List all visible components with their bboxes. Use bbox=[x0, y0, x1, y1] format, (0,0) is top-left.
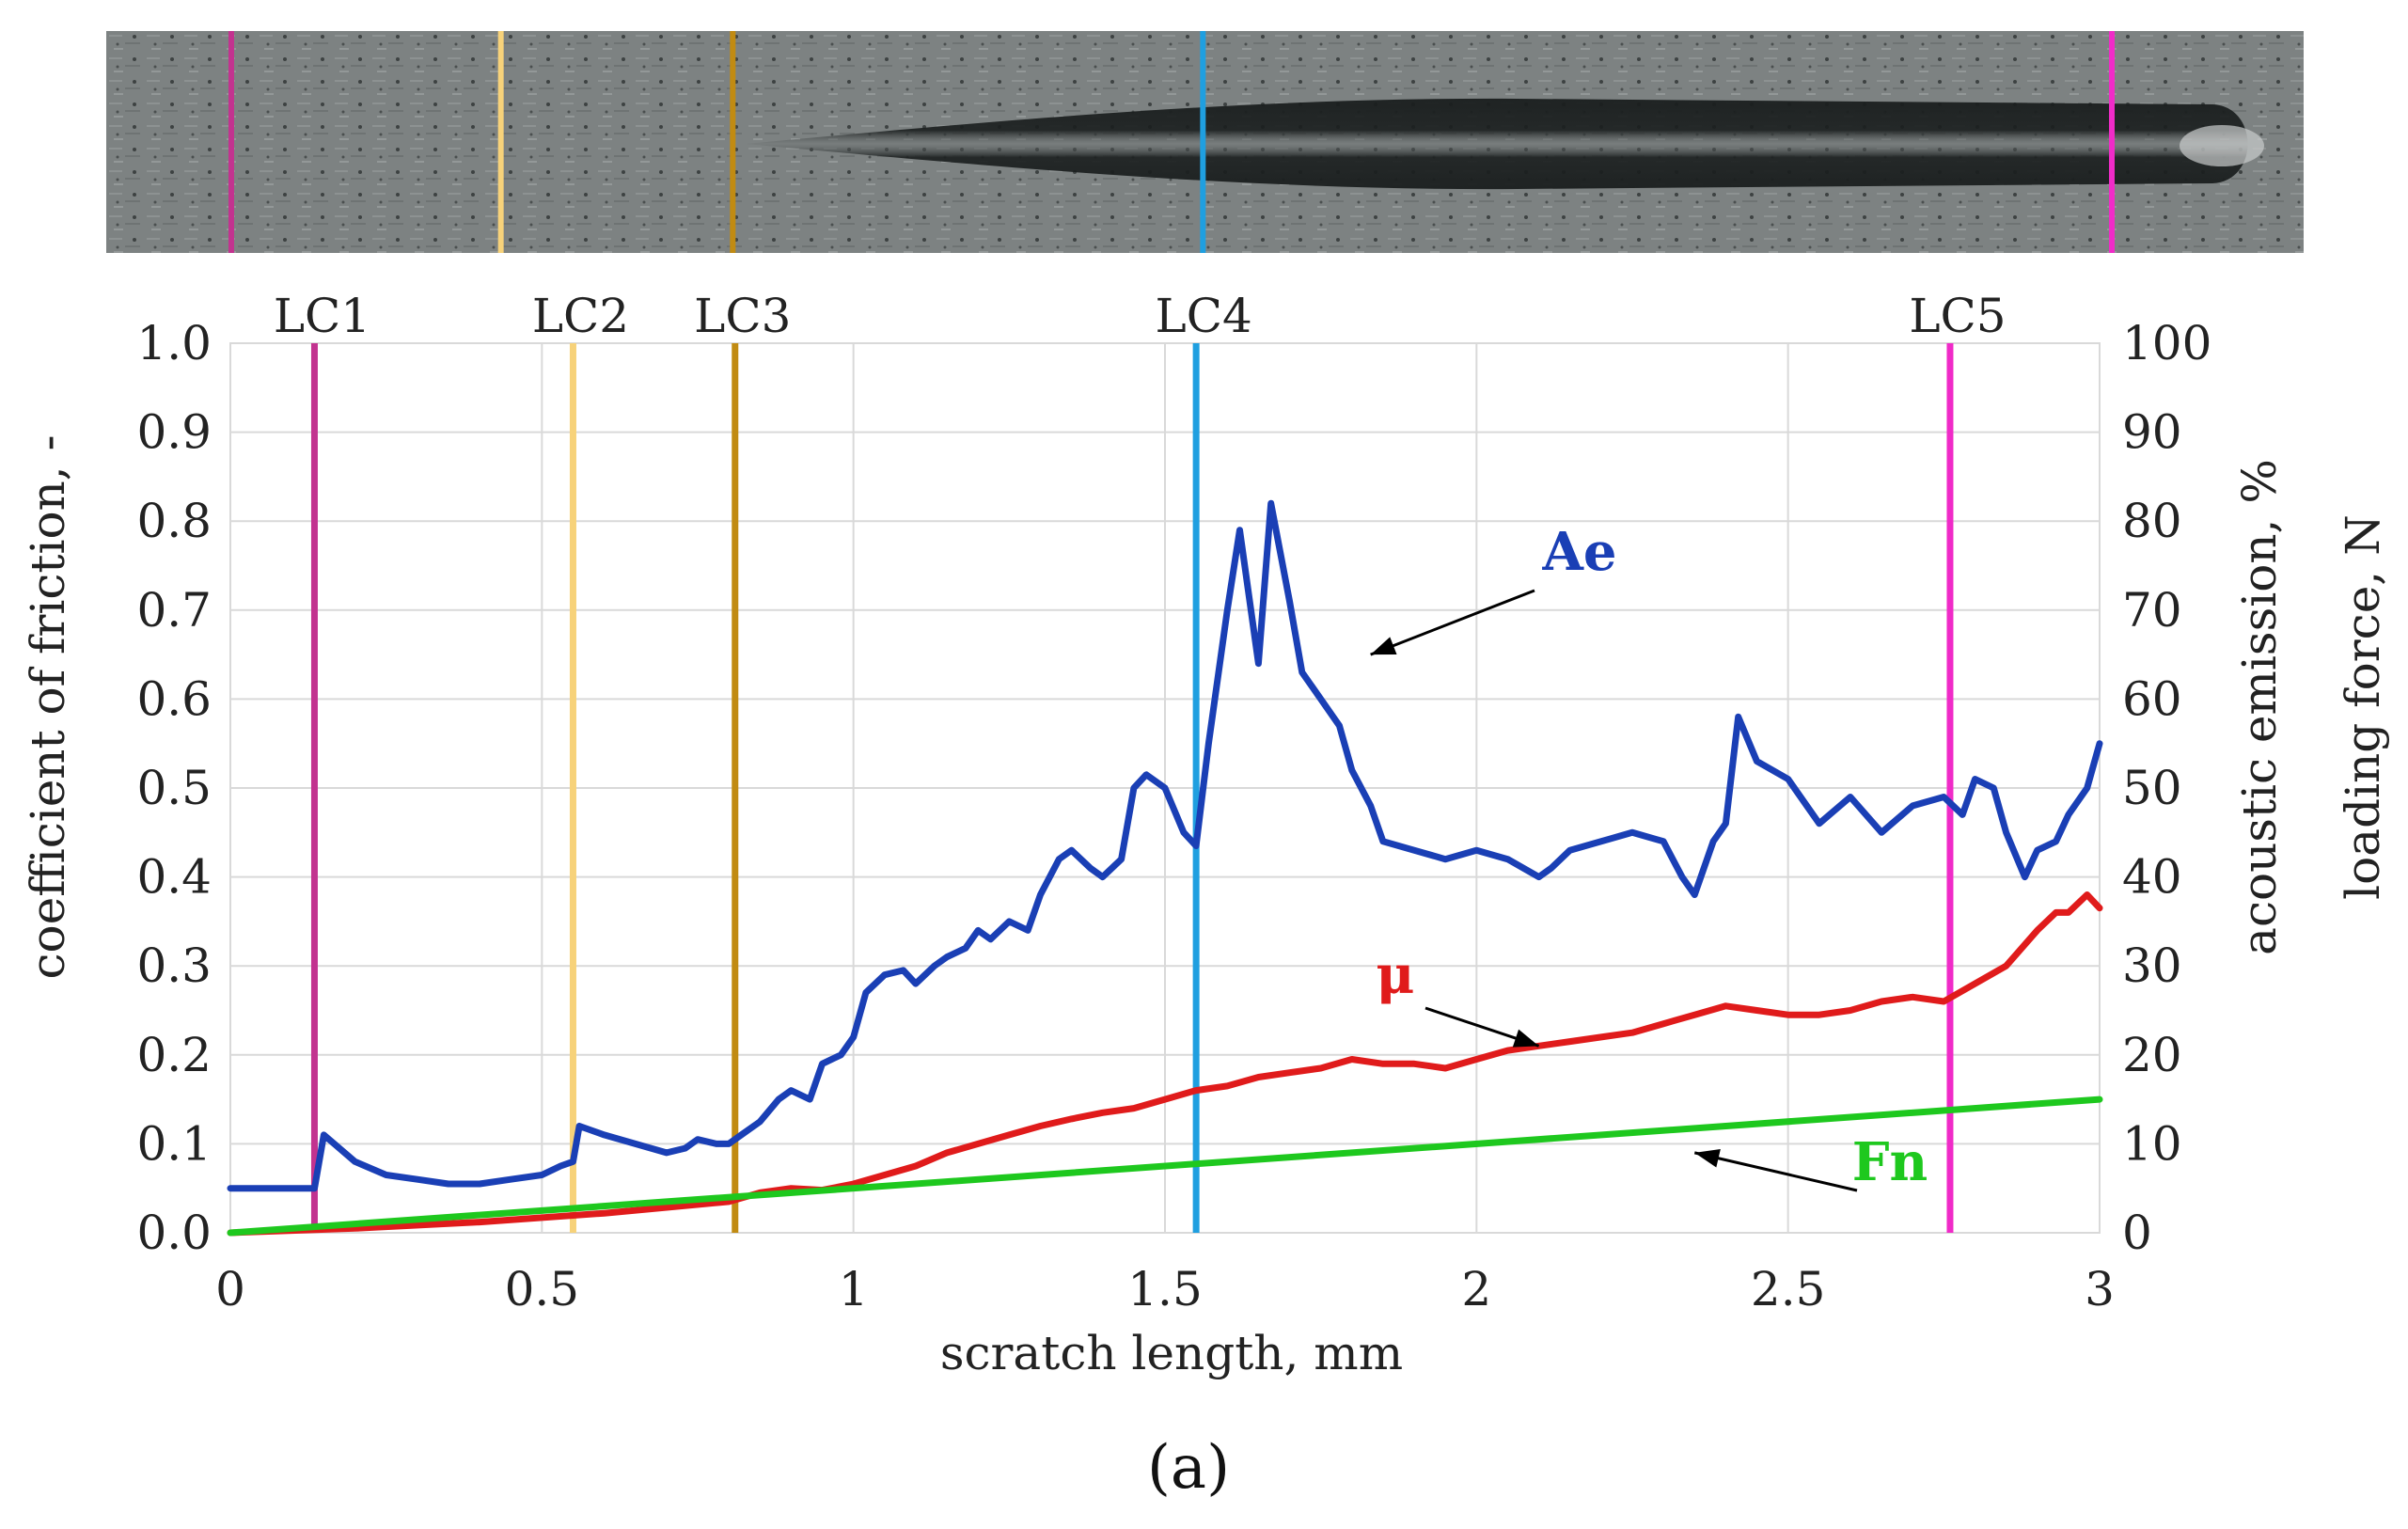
series-line-mu bbox=[227, 891, 2103, 1237]
series-label-mu: μ bbox=[1377, 944, 1415, 1006]
y-left-tick-label: 0.4 bbox=[136, 850, 212, 905]
annotation-arrowhead-ae bbox=[1370, 637, 1397, 655]
y-right-tick-label: 10 bbox=[2122, 1116, 2182, 1171]
annotation-arrow-fn bbox=[1693, 1151, 1858, 1192]
y-right-tick-label: 40 bbox=[2122, 850, 2182, 905]
y-left-tick-label: 0.1 bbox=[136, 1116, 212, 1171]
x-tick-label: 1 bbox=[839, 1262, 869, 1316]
x-tick-label: 0.5 bbox=[505, 1262, 580, 1316]
x-tick-label: 3 bbox=[2085, 1262, 2115, 1316]
y-right-tick-label: 80 bbox=[2122, 494, 2182, 548]
annotation-arrowhead-fn bbox=[1694, 1149, 1721, 1168]
y-right-tick-label: 70 bbox=[2122, 583, 2182, 638]
y-right-tick-label: 30 bbox=[2122, 938, 2182, 993]
y-right-axis-title-2: loading force, N bbox=[2336, 514, 2390, 900]
critical-load-label-lc1: LC1 bbox=[274, 289, 370, 343]
y-left-tick-label: 0.6 bbox=[136, 671, 212, 726]
series-label-ae: Ae bbox=[1541, 521, 1616, 583]
annotation-arrow-ae bbox=[1370, 589, 1535, 656]
y-left-tick-label: 0.0 bbox=[136, 1206, 212, 1260]
critical-load-label-lc5: LC5 bbox=[1909, 289, 2006, 343]
y-right-tick-label: 60 bbox=[2122, 671, 2182, 726]
critical-load-label-lc4: LC4 bbox=[1155, 289, 1251, 343]
annotation-arrowhead-mu bbox=[1512, 1029, 1539, 1048]
critical-load-label-lc3: LC3 bbox=[694, 289, 791, 343]
y-left-axis-title: coefficient of friction, - bbox=[21, 435, 75, 980]
y-right-axis-title-1: acoustic emission, % bbox=[2232, 459, 2287, 955]
y-right-tick-label: 20 bbox=[2122, 1028, 2182, 1082]
y-right-tick-label: 0 bbox=[2122, 1206, 2152, 1260]
series-line-ae bbox=[227, 499, 2103, 1192]
x-axis-title: scratch length, mm bbox=[940, 1326, 1403, 1380]
series-line-fn bbox=[227, 1096, 2103, 1237]
x-tick-label: 1.5 bbox=[1127, 1262, 1203, 1316]
figure-caption: (a) bbox=[1147, 1433, 1230, 1503]
scratch-track-micrograph bbox=[106, 31, 2304, 253]
y-left-tick-label: 0.8 bbox=[136, 494, 212, 548]
y-left-tick-label: 0.9 bbox=[136, 405, 212, 460]
y-left-tick-label: 0.2 bbox=[136, 1028, 212, 1082]
y-left-tick-label: 0.7 bbox=[136, 583, 212, 638]
x-tick-label: 2.5 bbox=[1751, 1262, 1826, 1316]
y-right-tick-label: 90 bbox=[2122, 405, 2182, 460]
scratch-end-spot bbox=[2180, 125, 2264, 166]
y-left-tick-label: 0.5 bbox=[136, 761, 212, 815]
y-left-tick-label: 1.0 bbox=[136, 316, 212, 370]
scratch-groove bbox=[746, 98, 2248, 190]
y-right-tick-label: 50 bbox=[2122, 761, 2182, 815]
series-label-fn: Fn bbox=[1852, 1131, 1928, 1193]
x-tick-label: 2 bbox=[1461, 1262, 1491, 1316]
critical-load-label-lc2: LC2 bbox=[532, 289, 629, 343]
x-tick-label: 0 bbox=[215, 1262, 245, 1316]
y-left-tick-label: 0.3 bbox=[136, 938, 212, 993]
y-right-tick-label: 100 bbox=[2122, 316, 2211, 370]
